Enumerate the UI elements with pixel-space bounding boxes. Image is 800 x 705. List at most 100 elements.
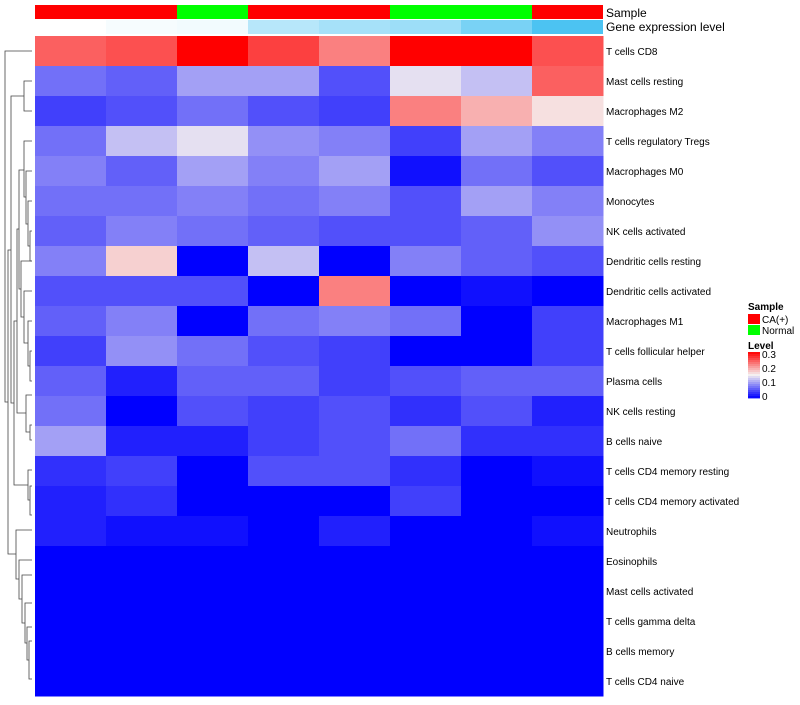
heatmap-cell	[319, 396, 391, 427]
heatmap-cell	[248, 216, 320, 247]
heatmap-cell	[461, 486, 533, 517]
heatmap-cell	[461, 366, 533, 397]
heatmap-cell	[390, 186, 462, 217]
heatmap-cell	[532, 396, 604, 427]
row-label: T cells CD4 memory resting	[606, 467, 729, 478]
heatmap-cell	[248, 366, 320, 397]
row-label: Macrophages M0	[606, 167, 684, 178]
sample-legend-label: Normal	[762, 326, 794, 337]
heatmap-cell	[390, 156, 462, 187]
dendrogram-branch	[27, 200, 32, 247]
heatmap-cell	[177, 156, 249, 187]
heatmap-cell	[177, 546, 249, 577]
heatmap-cell	[532, 516, 604, 547]
level-legend-bar-segment	[748, 396, 760, 399]
heatmap-cell	[177, 666, 249, 697]
dendrogram-branch	[26, 626, 32, 661]
heatmap-cell	[319, 486, 391, 517]
row-label: T cells gamma delta	[606, 617, 696, 628]
heatmap-cell	[106, 36, 178, 67]
heatmap-cell	[106, 216, 178, 247]
heatmap-cell	[35, 276, 107, 307]
level-legend-bar-segment	[748, 382, 760, 385]
heatmap-cell	[177, 366, 249, 397]
level-legend-bar-segment	[748, 352, 760, 355]
expression-annotation-cell	[532, 20, 603, 34]
heatmap-cell	[461, 516, 533, 547]
heatmap-cell	[390, 666, 462, 697]
level-legend-bar-segment	[748, 358, 760, 361]
heatmap-cell	[177, 486, 249, 517]
heatmap-cell	[35, 546, 107, 577]
expression-annotation-cell	[319, 20, 390, 34]
level-legend-bar-segment	[748, 374, 760, 377]
heatmap-cell	[106, 516, 178, 547]
heatmap-cell	[532, 546, 604, 577]
level-legend-bar-segment	[748, 388, 760, 391]
heatmap-cell	[248, 396, 320, 427]
heatmap-cell	[35, 306, 107, 337]
level-legend-bar-segment	[748, 394, 760, 397]
heatmap-cell	[532, 456, 604, 487]
heatmap-cell	[319, 246, 391, 277]
heatmap-cell	[319, 426, 391, 457]
heatmap-cell	[106, 276, 178, 307]
heatmap-cell	[35, 216, 107, 247]
dendrogram-branch	[15, 529, 32, 580]
heatmap-cell	[319, 336, 391, 367]
heatmap-cell	[532, 216, 604, 247]
sample-annotation-cell	[177, 5, 248, 19]
heatmap-cell	[248, 276, 320, 307]
heatmap-cell	[106, 186, 178, 217]
heatmap-cell	[461, 156, 533, 187]
heatmap-cell	[106, 636, 178, 667]
heatmap-cell	[532, 186, 604, 217]
heatmap-cell	[177, 246, 249, 277]
heatmap-cell	[319, 306, 391, 337]
sample-annotation-cell	[390, 5, 461, 19]
sample-legend-title: Sample	[748, 302, 784, 313]
row-label: Monocytes	[606, 197, 654, 208]
heatmap-cell	[106, 66, 178, 97]
heatmap-cell	[390, 246, 462, 277]
level-legend-bar-segment	[748, 370, 760, 373]
heatmap-cell	[461, 306, 533, 337]
dendrogram-branch	[25, 394, 32, 433]
heatmap-cell	[177, 276, 249, 307]
heatmap-cell	[248, 246, 320, 277]
sample-annotation-cell	[35, 5, 106, 19]
heatmap-cell	[106, 246, 178, 277]
heatmap-cell	[177, 336, 249, 367]
row-label: T cells CD8	[606, 47, 658, 58]
heatmap-cell	[106, 96, 178, 127]
heatmap-cell	[461, 606, 533, 637]
level-legend-bar-segment	[748, 386, 760, 389]
row-label: Macrophages M1	[606, 317, 684, 328]
level-legend-bar-segment	[748, 380, 760, 383]
heatmap-cell	[177, 606, 249, 637]
dendrogram-branch	[20, 260, 32, 318]
heatmap-cell	[248, 636, 320, 667]
heatmap-cell	[106, 126, 178, 157]
heatmap-cell	[106, 576, 178, 607]
level-legend-bar-segment	[748, 360, 760, 363]
heatmap-cell	[461, 66, 533, 97]
heatmap-cell	[532, 276, 604, 307]
expression-annotation-cell	[177, 20, 248, 34]
level-legend-bar-segment	[748, 390, 760, 393]
heatmap-cell	[248, 666, 320, 697]
heatmap-cell	[35, 636, 107, 667]
row-label: Neutrophils	[606, 527, 657, 538]
row-label: B cells naive	[606, 437, 663, 448]
heatmap-cell	[390, 546, 462, 577]
level-legend-bar-segment	[748, 366, 760, 369]
heatmap-cell	[248, 576, 320, 607]
heatmap-cell	[390, 216, 462, 247]
level-legend-title: Level	[748, 341, 774, 352]
dendrogram-branch	[23, 80, 32, 112]
heatmap-cell	[248, 606, 320, 637]
heatmap-cell	[35, 246, 107, 277]
heatmap-cell	[248, 126, 320, 157]
sample-annotation-cell	[248, 5, 319, 19]
heatmap-cell	[106, 456, 178, 487]
